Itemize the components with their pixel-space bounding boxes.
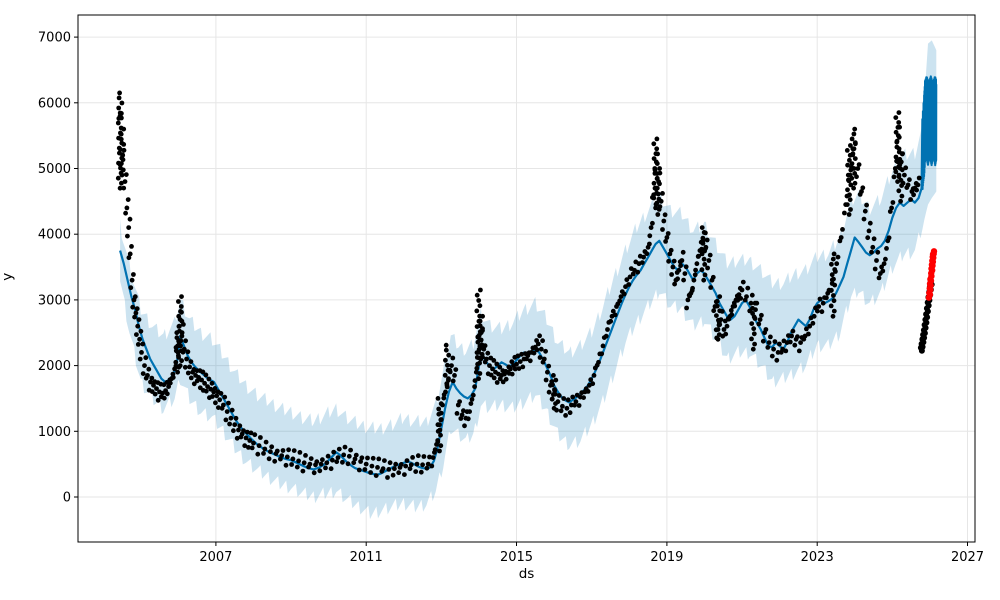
y-tick-label: 7000 [38,31,71,46]
axes-frame [74,14,976,546]
x-tick-label: 2007 [199,550,232,565]
x-tick-label: 2027 [951,550,984,565]
actual-points [115,90,935,480]
y-tick-label: 6000 [38,96,71,111]
x-axis-label: ds [518,566,535,582]
x-tick-label: 2015 [500,550,533,565]
uncertainty-band [120,40,937,520]
anomaly-points [925,248,938,301]
y-tick-label: 2000 [38,359,71,374]
x-tick-label: 2019 [650,550,683,565]
tick-labels: 2007 2011 2015 2019 2023 2027 0 1000 2000 3000 400… [38,31,984,565]
y-tick-label: 0 [63,491,71,506]
forecast-line [119,75,938,476]
y-tick-label: 4000 [38,228,71,243]
y-axis-label: y [0,272,16,281]
gridlines [78,15,975,542]
x-tick-label: 2023 [801,550,834,565]
x-tick-label: 2011 [350,550,383,565]
y-tick-label: 3000 [38,293,71,308]
y-tick-label: 1000 [38,425,71,440]
y-tick-label: 5000 [38,162,71,177]
